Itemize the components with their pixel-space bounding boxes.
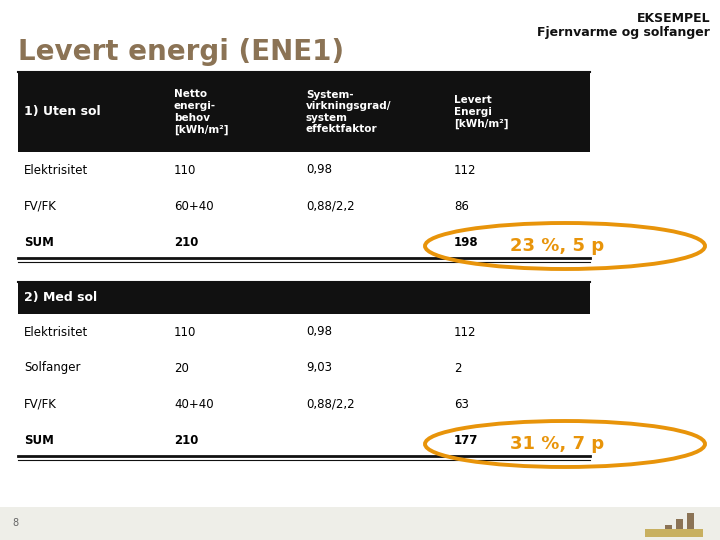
- Text: 110: 110: [174, 164, 197, 177]
- Text: 86: 86: [454, 199, 469, 213]
- Text: 31 %, 7 p: 31 %, 7 p: [510, 435, 604, 453]
- Bar: [18, 72, 590, 152]
- Bar: [645, 529, 703, 537]
- Text: 198: 198: [454, 235, 479, 248]
- Bar: [687, 513, 694, 535]
- Bar: [676, 519, 683, 535]
- Text: Fjernvarme og solfanger: Fjernvarme og solfanger: [537, 26, 710, 39]
- Text: Levert energi (ENE1): Levert energi (ENE1): [18, 38, 344, 66]
- Text: 2) Med sol: 2) Med sol: [24, 292, 97, 305]
- Text: 110: 110: [174, 326, 197, 339]
- Text: 0,98: 0,98: [306, 326, 332, 339]
- Text: 0,88/2,2: 0,88/2,2: [306, 397, 355, 410]
- Text: 177: 177: [454, 434, 478, 447]
- Text: 40+40: 40+40: [174, 397, 214, 410]
- Text: 60+40: 60+40: [174, 199, 214, 213]
- Text: Levert
Energi
[kWh/m²]: Levert Energi [kWh/m²]: [454, 95, 508, 129]
- Text: 2: 2: [454, 361, 462, 375]
- Text: 210: 210: [174, 434, 199, 447]
- Text: Elektrisitet: Elektrisitet: [24, 164, 89, 177]
- Text: 63: 63: [454, 397, 469, 410]
- Bar: [18, 282, 590, 314]
- Text: 9,03: 9,03: [306, 361, 332, 375]
- Text: 112: 112: [454, 326, 477, 339]
- Text: 20: 20: [174, 361, 189, 375]
- Text: 1) Uten sol: 1) Uten sol: [24, 105, 101, 118]
- Text: 23 %, 5 p: 23 %, 5 p: [510, 237, 604, 255]
- Bar: [0, 507, 720, 540]
- Text: Elektrisitet: Elektrisitet: [24, 326, 89, 339]
- Text: 112: 112: [454, 164, 477, 177]
- Text: Netto
energi-
behov
[kWh/m²]: Netto energi- behov [kWh/m²]: [174, 90, 228, 134]
- Text: System-
virkningsgrad/
system
effektfaktor: System- virkningsgrad/ system effektfakt…: [306, 90, 392, 134]
- Text: EKSEMPEL: EKSEMPEL: [636, 12, 710, 25]
- Text: FV/FK: FV/FK: [24, 199, 57, 213]
- Bar: [665, 525, 672, 535]
- Text: Solfanger: Solfanger: [24, 361, 81, 375]
- Text: 0,98: 0,98: [306, 164, 332, 177]
- Text: SUM: SUM: [24, 235, 54, 248]
- Text: 0,88/2,2: 0,88/2,2: [306, 199, 355, 213]
- Text: 8: 8: [12, 518, 18, 529]
- Text: SUM: SUM: [24, 434, 54, 447]
- Text: FV/FK: FV/FK: [24, 397, 57, 410]
- Text: 210: 210: [174, 235, 199, 248]
